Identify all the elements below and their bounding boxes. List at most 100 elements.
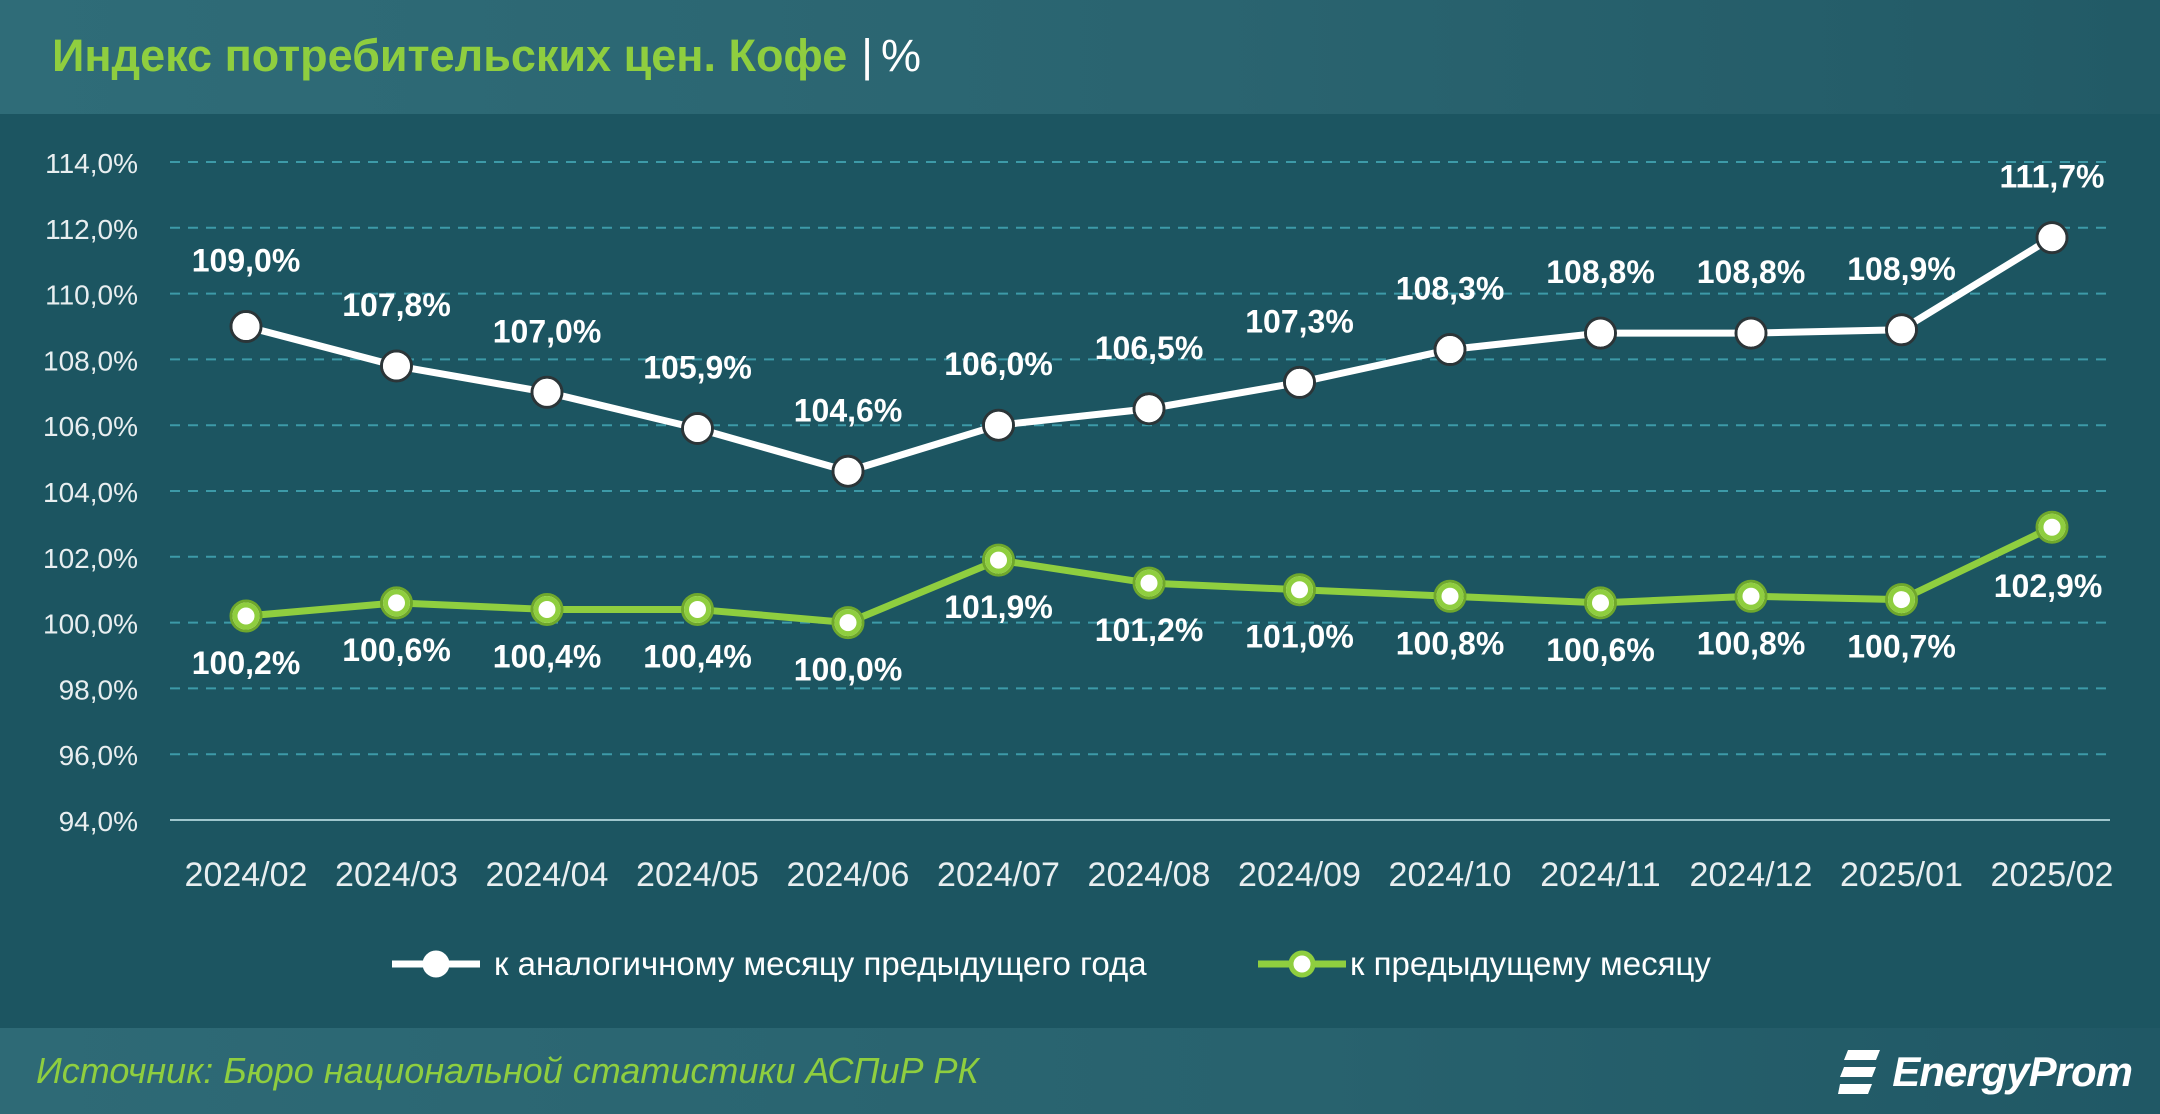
y-tick-label: 112,0% xyxy=(45,214,138,245)
data-label: 107,0% xyxy=(493,313,602,349)
x-axis: 2024/02 2024/03 2024/04 2024/05 2024/06 2024/… xyxy=(185,856,2114,894)
legend-item-month-over-month: к предыдущему месяцу xyxy=(1258,945,1711,982)
data-point-ring xyxy=(2038,224,2066,252)
series-layer: 109,0% 107,8% 107,0% 105,9% 104,6% 106,0% 106,… xyxy=(192,159,2105,688)
x-tick-label: 2024/03 xyxy=(335,856,458,894)
data-label: 100,8% xyxy=(1396,625,1505,661)
y-tick-label: 100,0% xyxy=(43,609,138,640)
y-axis: 94,0% 96,0% 98,0% 100,0% 102,0% 104,0% 106,0% 1… xyxy=(43,148,138,837)
data-label: 100,4% xyxy=(643,638,752,674)
legend-item-year-over-year: к аналогичному месяцу предыдущего года xyxy=(392,945,1147,982)
x-tick-label: 2024/02 xyxy=(185,856,308,894)
x-tick-label: 2024/04 xyxy=(486,856,609,894)
y-tick-label: 98,0% xyxy=(59,674,138,705)
data-point-ring xyxy=(383,589,410,617)
data-point-ring xyxy=(1286,576,1313,604)
legend-swatch-marker xyxy=(1288,950,1316,978)
data-point-ring xyxy=(1737,319,1765,347)
data-point-ring xyxy=(1737,582,1765,610)
data-point-ring xyxy=(533,595,561,623)
data-point-ring xyxy=(684,414,711,442)
data-label: 100,7% xyxy=(1847,629,1956,665)
data-point-ring xyxy=(1888,586,1915,614)
footer-bar: Источник: Бюро национальной статистики А… xyxy=(0,1028,2160,1114)
x-tick-label: 2024/06 xyxy=(787,856,910,894)
data-point-ring xyxy=(1436,336,1464,364)
data-point-ring xyxy=(232,602,260,630)
legend: к аналогичному месяцу предыдущего года к … xyxy=(392,945,1711,982)
data-label: 101,2% xyxy=(1095,612,1204,648)
source-note: Источник: Бюро национальной статистики А… xyxy=(36,1050,979,1091)
data-point-ring xyxy=(1587,319,1614,347)
data-point-ring xyxy=(1436,582,1464,610)
data-label: 101,9% xyxy=(944,589,1053,625)
data-label: 105,9% xyxy=(643,349,752,385)
chart-unit: % xyxy=(880,30,921,81)
x-tick-label: 2024/11 xyxy=(1540,856,1660,894)
data-label: 104,6% xyxy=(794,392,903,428)
data-label: 106,0% xyxy=(944,346,1053,382)
x-tick-label: 2024/12 xyxy=(1690,856,1813,894)
y-tick-label: 104,0% xyxy=(43,477,138,508)
data-label: 101,0% xyxy=(1245,619,1354,655)
data-point-ring xyxy=(985,546,1012,574)
data-point-ring xyxy=(1888,316,1915,344)
data-label: 100,8% xyxy=(1697,625,1806,661)
data-label: 107,8% xyxy=(342,287,451,323)
x-tick-label: 2024/10 xyxy=(1389,856,1512,894)
chart-title-text: Индекс потребительских цен. Кофе xyxy=(52,30,848,81)
data-label: 108,3% xyxy=(1396,271,1505,307)
data-point-ring xyxy=(1135,569,1163,597)
header-bar: Индекс потребительских цен. Кофе |% xyxy=(0,0,2160,114)
grid-lines xyxy=(170,161,2110,821)
legend-label: к предыдущему месяцу xyxy=(1350,945,1711,982)
y-tick-label: 102,0% xyxy=(43,543,138,574)
energyprom-logo-icon xyxy=(1838,1050,1881,1094)
chart-title: Индекс потребительских цен. Кофе |% xyxy=(52,30,921,82)
x-tick-label: 2025/02 xyxy=(1991,856,2114,894)
logo-text: EnergyProm xyxy=(1892,1048,2133,1095)
logo: EnergyProm xyxy=(1838,1044,2133,1100)
y-tick-label: 96,0% xyxy=(59,740,138,771)
data-label: 108,8% xyxy=(1697,254,1806,290)
y-tick-label: 110,0% xyxy=(45,280,138,311)
data-point-ring xyxy=(533,378,561,406)
data-point-ring xyxy=(1135,395,1163,423)
x-tick-label: 2024/09 xyxy=(1238,856,1361,894)
data-point-ring xyxy=(2038,513,2066,541)
data-point-ring xyxy=(834,609,862,637)
series-year-over-year: 109,0% 107,8% 107,0% 105,9% 104,6% 106,0% 106,… xyxy=(192,159,2105,488)
data-point-ring xyxy=(1286,368,1313,396)
data-label: 100,6% xyxy=(342,632,451,668)
data-label: 100,4% xyxy=(493,638,602,674)
data-label: 102,9% xyxy=(1994,568,2103,604)
data-label: 100,6% xyxy=(1546,632,1655,668)
data-label: 111,7% xyxy=(2000,159,2105,195)
data-label: 106,5% xyxy=(1095,330,1204,366)
y-tick-label: 108,0% xyxy=(43,345,138,376)
legend-swatch-marker xyxy=(422,950,450,978)
x-tick-label: 2024/07 xyxy=(937,856,1060,894)
data-label: 109,0% xyxy=(192,243,301,279)
y-tick-label: 106,0% xyxy=(43,411,138,442)
data-point-ring xyxy=(684,595,711,623)
y-tick-label: 114,0% xyxy=(45,148,138,179)
x-tick-label: 2024/08 xyxy=(1088,856,1211,894)
x-tick-label: 2025/01 xyxy=(1840,856,1963,894)
data-label: 100,2% xyxy=(192,645,301,681)
legend-label: к аналогичному месяцу предыдущего года xyxy=(494,945,1147,982)
data-label: 107,3% xyxy=(1245,303,1354,339)
data-point-ring xyxy=(383,352,410,380)
y-tick-label: 94,0% xyxy=(59,806,138,837)
data-point-ring xyxy=(1587,589,1614,617)
data-label: 100,0% xyxy=(794,652,903,688)
series-month-over-month: 100,2% 100,6% 100,4% 100,4% 100,0% 101,9% 101,… xyxy=(192,510,2103,688)
data-label: 108,9% xyxy=(1847,251,1956,287)
data-point-ring xyxy=(232,313,260,340)
line-chart: 94,0%96,0%98,0%100,0%102,0%104,0%106,0%1… xyxy=(43,148,2114,982)
data-point-ring xyxy=(834,457,862,485)
title-separator: | xyxy=(861,30,873,81)
data-label: 108,8% xyxy=(1546,254,1655,290)
x-tick-label: 2024/05 xyxy=(636,856,759,894)
